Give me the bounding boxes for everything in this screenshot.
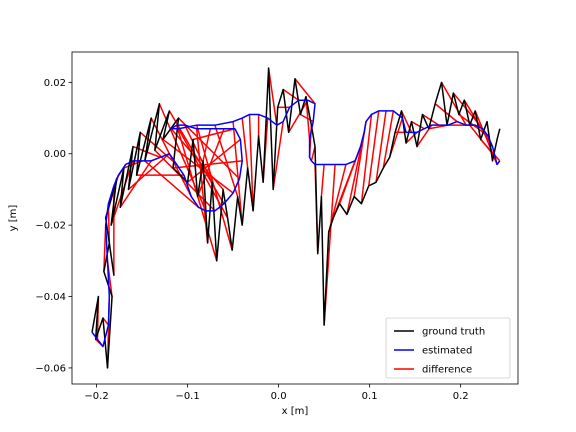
y-tick-label: −0.02 — [35, 221, 66, 232]
difference-line — [202, 128, 212, 162]
difference-line — [267, 67, 278, 126]
legend-box — [385, 317, 511, 379]
difference-line — [360, 114, 373, 204]
x-tick-label: −0.1 — [175, 391, 199, 402]
difference-line — [127, 153, 170, 191]
difference-line — [411, 120, 425, 130]
difference-line — [282, 88, 300, 101]
legend-entry-ground-truth: ground truth — [422, 327, 485, 338]
difference-line — [241, 117, 249, 169]
x-tick-label: 0.0 — [271, 391, 287, 402]
x-tick-label: 0.2 — [453, 391, 469, 402]
difference-line — [170, 128, 224, 190]
difference-line — [440, 81, 467, 126]
difference-line — [367, 110, 380, 186]
y-tick-label: 0.02 — [44, 78, 66, 89]
difference-line — [287, 99, 309, 133]
difference-line — [463, 99, 494, 147]
difference-line — [294, 78, 316, 105]
difference-line — [144, 160, 200, 208]
difference-line — [248, 114, 254, 211]
x-tick-label: −0.2 — [84, 391, 108, 402]
difference-line — [405, 131, 418, 144]
x-tick-label: 0.1 — [362, 391, 378, 402]
difference-line — [195, 124, 233, 251]
y-tick-label: 0.00 — [44, 149, 66, 160]
ground-truth-series — [91, 67, 501, 369]
legend-entry-difference: difference — [422, 365, 472, 376]
y-axis-label: y [m] — [8, 205, 19, 232]
legend-entry-estimated: estimated — [422, 346, 472, 357]
x-axis-label: x [m] — [282, 406, 309, 417]
difference-line — [102, 317, 110, 326]
estimated-line — [91, 99, 501, 348]
y-axis-ticks: −0.06 −0.04 −0.02 0.00 0.02 — [35, 78, 72, 374]
y-tick-label: −0.06 — [35, 363, 66, 374]
difference-line — [184, 124, 213, 183]
difference-line — [375, 110, 387, 183]
difference-line — [320, 164, 325, 197]
ground-truth-line — [91, 67, 501, 369]
difference-line — [232, 121, 243, 226]
plot-area-frame — [71, 51, 519, 385]
y-tick-label: −0.04 — [35, 292, 66, 303]
difference-line — [382, 110, 395, 169]
difference-line — [214, 124, 239, 197]
difference-line — [272, 121, 284, 190]
difference-line — [480, 138, 501, 162]
estimated-series — [91, 99, 501, 348]
x-axis-ticks: −0.2 −0.1 0.0 0.1 0.2 — [84, 384, 469, 402]
legend: ground truth estimated difference — [385, 317, 511, 379]
